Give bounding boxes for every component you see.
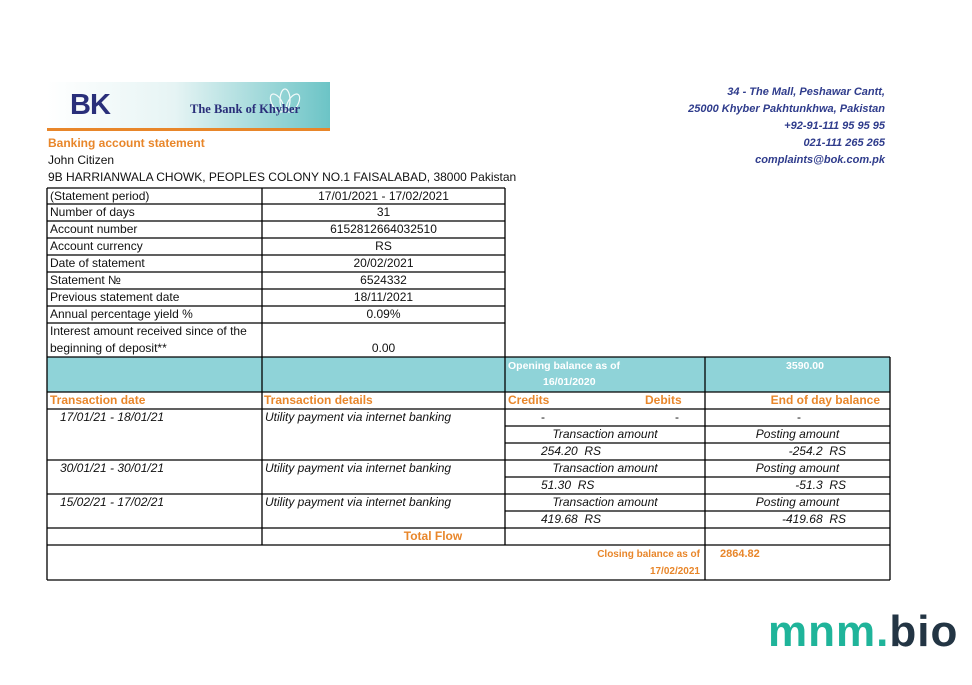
opening-amount: 3590.00	[786, 360, 824, 372]
summary-label: Annual percentage yield %	[50, 307, 193, 321]
posting-label: Posting amount	[755, 461, 840, 475]
debit: -	[675, 410, 679, 424]
watermark-part: mnm.	[768, 607, 890, 656]
watermark-part: bio	[889, 607, 959, 656]
column-header: Transaction details	[264, 393, 373, 407]
address-line: 25000 Khyber Pakhtunkhwa, Pakistan	[688, 103, 885, 115]
logo-rule	[47, 128, 330, 131]
transaction-date: 15/02/21 - 17/02/21	[60, 495, 165, 509]
logo-flower	[269, 88, 301, 113]
total-flow: Total Flow	[403, 529, 463, 543]
transaction-details: Utility payment via internet banking	[265, 495, 452, 509]
posting-label: Posting amount	[755, 427, 840, 441]
bank-name: The Bank of Khyber	[190, 102, 301, 116]
document-title: Banking account statement	[48, 136, 205, 150]
summary-value: RS	[375, 239, 392, 253]
summary-value: 0.00	[371, 341, 396, 355]
summary-label: Previous statement date	[50, 290, 180, 304]
amount-label: Transaction amount	[552, 427, 658, 441]
closing-date: 17/02/2021	[649, 566, 700, 577]
closing-label: Closing balance as of	[597, 549, 700, 560]
transaction-details: Utility payment via internet banking	[265, 461, 452, 475]
summary-value: 17/01/2021 - 17/02/2021	[318, 189, 449, 203]
summary-value: 6524332	[360, 273, 407, 287]
summary-value: 18/11/2021	[353, 290, 414, 304]
transaction-date: 30/01/21 - 30/01/21	[60, 461, 165, 475]
balance: -	[797, 410, 801, 424]
posting-label: Posting amount	[755, 495, 840, 509]
logo-mark: BK	[70, 89, 111, 121]
posting-amount: -51.3 RS	[795, 478, 846, 492]
summary-value: 0.09%	[366, 307, 401, 321]
email: complaints@bok.com.pk	[755, 154, 885, 166]
posting-amount: -254.2 RS	[788, 444, 846, 458]
summary-label: Number of days	[50, 205, 135, 219]
summary-label: Account currency	[50, 239, 143, 253]
summary-label: Statement №	[50, 273, 121, 287]
customer-name: John Citizen	[48, 153, 115, 167]
amount-label: Transaction amount	[552, 495, 658, 509]
opening-band	[47, 357, 890, 392]
summary-label: Date of statement	[50, 256, 145, 270]
summary-value: 31	[376, 205, 391, 219]
opening-date: 16/01/2020	[543, 376, 596, 388]
phone: +92-91-111 95 95 95	[784, 120, 885, 132]
amount-label: Transaction amount	[552, 461, 658, 475]
transaction-date: 17/01/21 - 18/01/21	[60, 410, 165, 424]
column-header: End of day balance	[770, 393, 880, 407]
transaction-amount: 419.68 RS	[541, 512, 602, 526]
table-grid	[46, 187, 891, 581]
summary-label: Account number	[50, 222, 138, 236]
column-header: Debits	[645, 393, 682, 407]
summary-value: 6152812664032510	[330, 222, 437, 236]
summary-label: (Statement period)	[50, 189, 150, 203]
transaction-details: Utility payment via internet banking	[265, 410, 452, 424]
watermark: mnm.bio	[768, 606, 958, 658]
posting-amount: -419.68 RS	[781, 512, 846, 526]
transaction-amount: 51.30 RS	[541, 478, 595, 492]
closing-amount: 2864.82	[720, 548, 760, 560]
credit: -	[541, 410, 545, 424]
address-line: 34 - The Mall, Peshawar Cantt,	[727, 86, 885, 98]
customer-address: 9B HARRIANWALA CHOWK, PEOPLES COLONY NO.…	[48, 170, 517, 184]
summary-label: Interest amount received since of the be…	[50, 324, 247, 355]
column-header: Credits	[508, 393, 550, 407]
summary-value: 20/02/2021	[353, 256, 414, 270]
opening-label: Opening balance as of	[508, 360, 621, 372]
column-header: Transaction date	[50, 393, 146, 407]
phone: 021-111 265 265	[803, 137, 885, 149]
transaction-amount: 254.20 RS	[541, 444, 602, 458]
